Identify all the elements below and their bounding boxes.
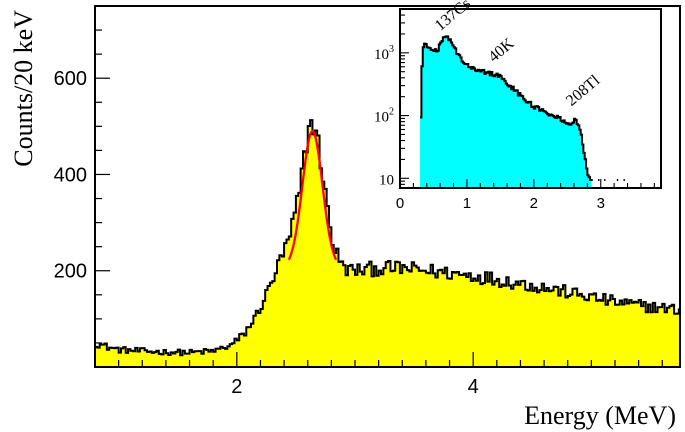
main-x-axis-label: Energy (MeV) (524, 401, 676, 430)
inset-y-tick-base: 10 (374, 47, 389, 63)
inset-x-tick-label: 0 (396, 195, 404, 212)
main-y-tick-label: 600 (54, 68, 87, 90)
main-x-tick-label: 4 (468, 376, 479, 398)
main-y-tick-label: 200 (54, 261, 87, 283)
inset-histogram-line (420, 35, 625, 182)
inset-y-tick-base: 10 (379, 172, 394, 188)
inset-y-tick-base: 10 (374, 110, 389, 126)
main-gaussian-fit-line (287, 129, 338, 261)
inset-y-tick-label: 10 (379, 172, 394, 188)
inset-x-tick-label: 3 (597, 195, 605, 212)
main-chart: 2 4 200 400 600 Energy (MeV) Counts/20 keV (9, 5, 681, 430)
inset-plot-frame (399, 8, 662, 189)
inset-y-tick-label: 103 (374, 44, 394, 63)
main-x-tick-label: 2 (231, 376, 242, 398)
main-y-tick-label: 400 (54, 164, 87, 186)
inset-x-tick-label: 1 (463, 195, 471, 212)
main-y-axis-label: Counts/20 keV (9, 10, 38, 167)
main-axis-ticks: 2 4 200 400 600 (54, 29, 663, 398)
inset-histogram-fill (420, 36, 592, 188)
main-plot-frame (94, 5, 681, 368)
inset-y-tick-label: 102 (374, 107, 394, 126)
inset-y-tick-exponent: 2 (389, 107, 394, 118)
inset-x-tick-label: 2 (530, 195, 538, 212)
inset-y-tick-exponent: 3 (389, 44, 394, 55)
main-histogram-line (95, 119, 680, 357)
main-histogram-fill (95, 120, 680, 367)
